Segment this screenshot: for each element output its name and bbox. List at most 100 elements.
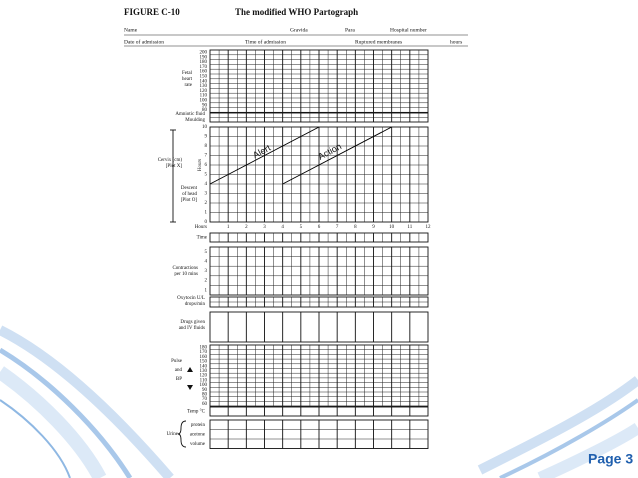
label: protein (191, 423, 206, 428)
label: 2 (205, 279, 208, 284)
label: 80 (202, 108, 208, 113)
label: Descent (181, 186, 198, 191)
label: 7 (336, 225, 339, 230)
label: 1 (227, 225, 230, 230)
field-label: Ruptured membranes (355, 39, 402, 45)
label: 1 (205, 211, 208, 216)
label: drops/min (185, 302, 206, 307)
label: [Plot O] (181, 198, 198, 203)
label: 140 (200, 364, 208, 369)
label: 3 (205, 269, 208, 274)
label: 10 (202, 125, 208, 130)
label: 9 (372, 225, 375, 230)
label: 8 (205, 144, 208, 149)
arrow (187, 367, 193, 372)
label: Moulding (185, 118, 205, 123)
field-label: Para (345, 27, 355, 33)
label: Hours (195, 225, 207, 230)
line-label: Action (316, 141, 343, 162)
label: Fetal (182, 71, 193, 76)
label: 160 (200, 355, 208, 360)
field-label: Name (124, 27, 138, 33)
field-label: Time of admission (245, 38, 286, 45)
alert-line (209, 126, 320, 185)
field-label: Hospital number (390, 27, 427, 33)
label: 100 (200, 99, 208, 104)
label: Temp °C (187, 410, 206, 415)
label: 12 (426, 225, 432, 230)
label: 10 (389, 225, 395, 230)
label: Urine (167, 432, 179, 437)
label: 110 (200, 94, 208, 99)
figure-label: FIGURE C-10 (124, 7, 180, 17)
title: The modified WHO Partograph (235, 7, 358, 17)
label: 5 (300, 225, 303, 230)
label: volume (190, 442, 206, 447)
label: 6 (205, 163, 208, 168)
arrow (187, 385, 193, 390)
label: 5 (205, 250, 208, 255)
label: 9 (205, 135, 208, 140)
label: 11 (407, 225, 412, 230)
label: rate (185, 83, 193, 88)
label: 2 (205, 201, 208, 206)
decoration (0, 325, 638, 478)
label: of head (182, 192, 197, 197)
label: 80 (202, 392, 208, 397)
label: acetone (190, 432, 206, 437)
label: Time (197, 236, 208, 241)
label: Pulse (171, 359, 183, 364)
label: 170 (200, 65, 208, 70)
label: 4 (281, 225, 284, 230)
label: 70 (202, 397, 208, 402)
label: 0 (205, 220, 208, 225)
label: 200 (200, 51, 208, 56)
label: 7 (205, 154, 208, 159)
field-label: hours (450, 39, 462, 45)
label: 110 (200, 378, 208, 383)
label: heart (182, 77, 193, 82)
label: 150 (200, 75, 208, 80)
label: and IV fluids (179, 326, 205, 331)
label: 180 (200, 60, 208, 65)
label: 8 (354, 225, 357, 230)
label: 6 (318, 225, 321, 230)
label: 190 (200, 55, 208, 60)
line-label: Alert (251, 142, 272, 160)
label: 160 (200, 70, 208, 75)
label: 150 (200, 360, 208, 365)
brace (177, 420, 187, 448)
axis-label: Hours (198, 159, 203, 171)
label: 4 (205, 182, 208, 187)
label: 3 (263, 225, 266, 230)
label: Cervix (cm) (158, 158, 183, 163)
label: 100 (200, 383, 208, 388)
field-label: Date of admission (124, 38, 164, 45)
label: 90 (202, 388, 208, 393)
label: 130 (200, 84, 208, 89)
field-label: Gravida (290, 27, 308, 33)
action-line (282, 126, 392, 185)
label: 5 (205, 173, 208, 178)
label: Oxytocin U/L (177, 296, 205, 301)
label: 90 (202, 103, 208, 108)
label: Drugs given (180, 320, 205, 325)
label: and (175, 368, 183, 373)
label: 130 (200, 369, 208, 374)
label: 2 (245, 225, 248, 230)
label: BP (176, 377, 182, 382)
label: 60 (202, 402, 208, 407)
label: 1 (205, 288, 208, 293)
label: 3 (205, 192, 208, 197)
label: [Plot X] (166, 164, 183, 169)
label: Amniotic fluid (175, 112, 205, 117)
label: 120 (200, 374, 208, 379)
label: Contractions (172, 266, 198, 271)
page-number: Page 3 (588, 451, 633, 467)
label: 170 (200, 350, 208, 355)
label: 120 (200, 89, 208, 94)
label: 140 (200, 79, 208, 84)
label: 180 (200, 345, 208, 350)
label: per 10 mins (174, 272, 198, 277)
